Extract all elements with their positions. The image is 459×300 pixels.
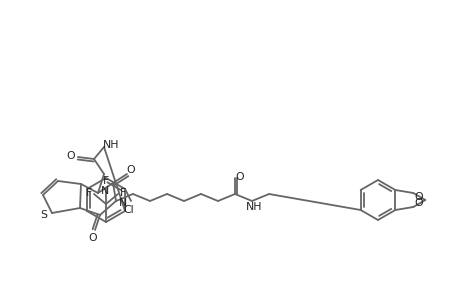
Text: NH: NH [102,140,119,150]
Text: O: O [413,198,422,208]
Text: N: N [119,198,127,208]
Text: F: F [120,188,126,198]
Text: O: O [235,172,244,182]
Text: NH: NH [245,202,262,212]
Text: N: N [101,186,109,196]
Text: O: O [89,233,97,243]
Text: O: O [126,165,135,175]
Text: O: O [413,192,422,202]
Text: F: F [103,176,109,186]
Text: S: S [40,210,47,220]
Text: O: O [67,151,75,161]
Text: F: F [86,188,92,198]
Text: Cl: Cl [123,205,134,215]
